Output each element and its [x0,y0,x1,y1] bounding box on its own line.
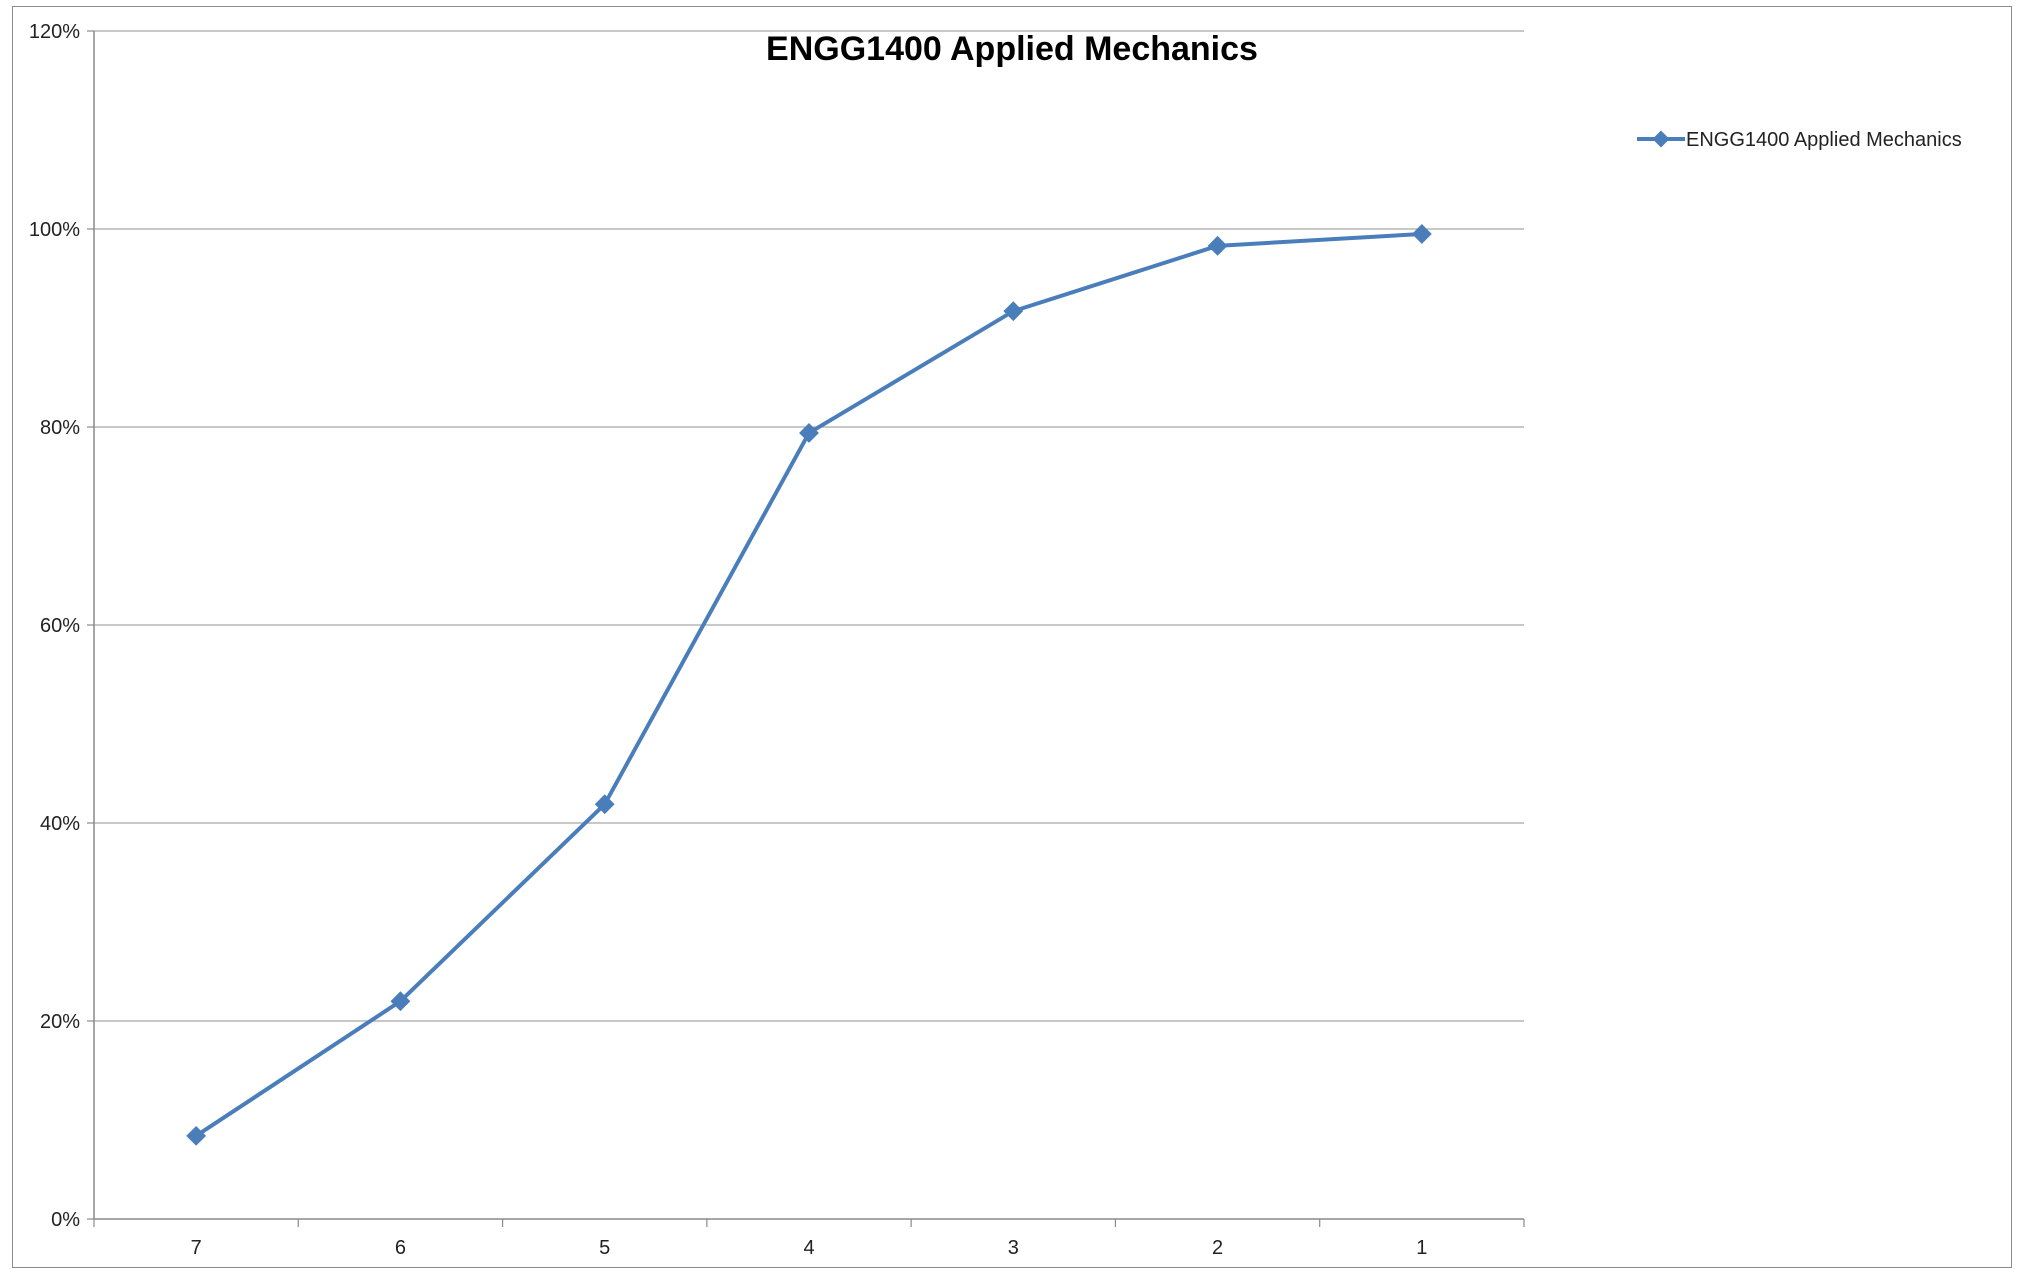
y-tick-label: 60% [40,615,80,637]
x-axis-tick-labels: 7 6 5 4 3 2 1 [191,1237,1428,1259]
data-point-marker [799,423,819,443]
y-axis-tick-labels: 0% 20% 40% 60% 80% 100% 120% [29,21,80,1231]
series-group [186,224,1432,1146]
x-tick-label: 3 [1008,1237,1019,1259]
data-point-marker [1207,235,1228,256]
x-tick-label: 4 [803,1237,814,1259]
data-point-marker [1411,224,1432,244]
axes [93,31,1525,1227]
chart-title: ENGG1400 Applied Mechanics [766,30,1258,68]
x-tick-label: 6 [395,1237,406,1259]
legend-label: ENGG1400 Applied Mechanics [1686,129,1962,151]
x-tick-label: 2 [1212,1237,1223,1259]
x-tick-label: 5 [599,1237,610,1259]
y-tick-label: 40% [40,813,80,835]
data-point-marker [186,1125,207,1146]
legend: ENGG1400 Applied Mechanics [1637,129,1962,151]
gridlines [87,30,1524,1220]
y-tick-label: 100% [29,219,80,241]
chart-frame [12,6,2012,1268]
y-tick-label: 120% [29,21,80,43]
data-point-marker [1003,301,1024,322]
data-point-marker [594,794,615,815]
legend-diamond-marker [1652,130,1670,148]
y-tick-label: 80% [40,417,80,439]
data-point-marker [390,991,411,1012]
series-line [195,231,1422,1138]
x-tick-label: 1 [1416,1237,1427,1259]
y-tick-label: 20% [40,1011,80,1033]
y-tick-label: 0% [51,1209,80,1231]
x-tick-label: 7 [191,1237,202,1259]
